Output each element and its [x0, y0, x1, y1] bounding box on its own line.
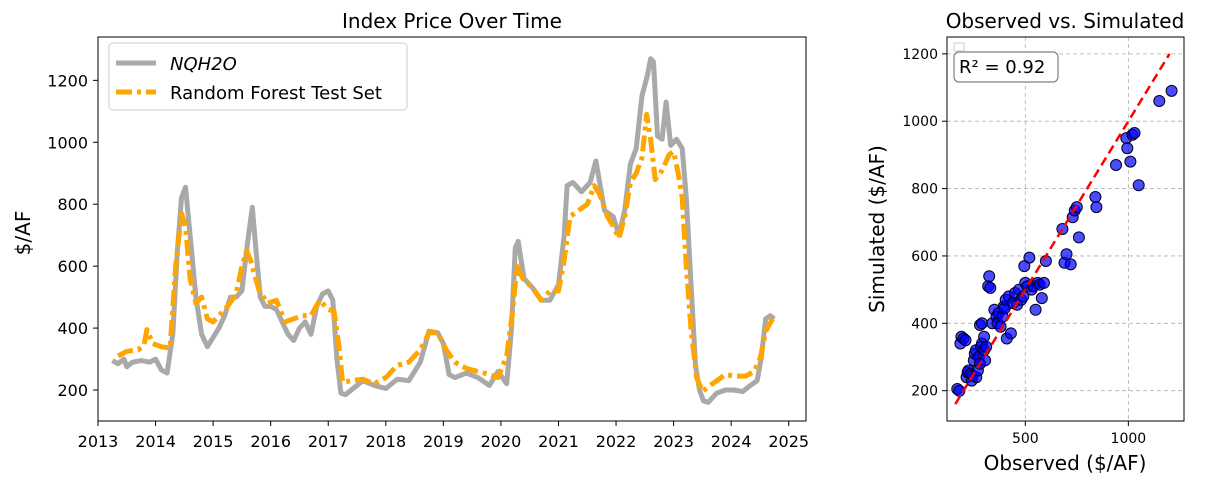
x-tick-label: 2022 — [596, 432, 637, 451]
empty-legend-marker — [953, 42, 965, 52]
series-line-nqh2o — [111, 56, 776, 405]
y-tick-label: 200 — [911, 384, 938, 400]
left-chart-ylabel: $/AF — [11, 211, 35, 256]
x-tick-label: 2013 — [78, 432, 119, 451]
r2-annotation-text: R² = 0.92 — [959, 57, 1045, 78]
y-tick-label: 1200 — [47, 71, 88, 90]
reference-line — [954, 53, 1171, 405]
scatter-point — [1090, 201, 1103, 214]
scatter-point — [1064, 258, 1077, 271]
x-tick-label: 2015 — [193, 432, 234, 451]
x-tick-label: 1000 — [1111, 431, 1147, 447]
right-chart-xlabel: Observed ($/AF) — [984, 451, 1147, 475]
left-plot-area: 2013 2014 2015 2016 2017 2018 2019 2020 2021 2022… — [47, 56, 809, 451]
scatter-point — [1153, 95, 1166, 107]
r2-annotation: R² = 0.92 — [953, 51, 1059, 83]
x-tick-label: 2024 — [711, 432, 752, 451]
y-tick-label: 800 — [57, 195, 88, 214]
x-tick-label: 500 — [1012, 431, 1039, 447]
x-tick-label: 2014 — [135, 432, 176, 451]
scatter-point — [1056, 223, 1069, 235]
scatter-point — [976, 317, 988, 330]
scatter-point — [1128, 127, 1141, 139]
scatter-point — [1060, 248, 1073, 261]
x-tick-label: 2021 — [538, 432, 579, 451]
y-tick-label: 1000 — [47, 133, 88, 152]
series-line-random-forest — [116, 111, 775, 395]
x-tick-label: 2019 — [423, 432, 464, 451]
right-plot-frame — [946, 36, 1185, 422]
scatter-point — [978, 330, 991, 343]
scatter-point — [1037, 276, 1050, 289]
scatter-point — [984, 281, 997, 294]
scatter-point — [983, 270, 996, 283]
scatter-point — [1035, 292, 1048, 305]
scatter-point — [1121, 142, 1134, 155]
scatter-point — [1072, 231, 1085, 244]
scatter-point — [1023, 251, 1036, 264]
scatter-point — [1165, 84, 1178, 97]
r2-annotation-box — [953, 51, 1059, 83]
scatter-chart: Observed vs. Simulated Observed ($/AF) S… — [865, 9, 1185, 475]
legend: NQH2O Random Forest Test Set — [108, 42, 408, 111]
time-series-chart: Index Price Over Time $/AF 2013 2014 2015 2… — [11, 9, 809, 451]
legend-box — [108, 42, 408, 111]
scatter-point — [959, 334, 972, 347]
scatter-point — [1132, 179, 1145, 192]
legend-label-rf: Random Forest Test Set — [170, 83, 382, 104]
scatter-point — [1124, 155, 1137, 168]
y-tick-label: 400 — [911, 316, 938, 332]
x-tick-label: 2016 — [250, 432, 291, 451]
right-chart-title: Observed vs. Simulated — [946, 9, 1185, 33]
x-tick-label: 2023 — [653, 432, 694, 451]
left-plot-frame — [97, 36, 807, 422]
x-tick-label: 2025 — [768, 432, 809, 451]
y-tick-label: 400 — [57, 319, 88, 338]
y-tick-label: 200 — [57, 381, 88, 400]
y-tick-label: 600 — [57, 257, 88, 276]
scatter-point — [1029, 303, 1042, 316]
x-tick-label: 2017 — [308, 432, 349, 451]
scatter-point — [980, 340, 993, 353]
right-chart-ylabel: Simulated ($/AF) — [865, 145, 889, 313]
y-tick-label: 800 — [911, 182, 938, 198]
y-tick-label: 1200 — [902, 47, 938, 63]
right-plot-area: 500 1000 200 400 600 800 1000 1200 — [902, 37, 1184, 447]
y-tick-label: 1000 — [902, 114, 938, 130]
scatter-point — [1004, 327, 1017, 340]
scatter-point — [1110, 159, 1122, 171]
y-tick-label: 600 — [911, 249, 938, 265]
left-chart-title: Index Price Over Time — [342, 9, 562, 33]
scatter-point — [1089, 191, 1102, 203]
x-tick-label: 2018 — [365, 432, 406, 451]
legend-label-nqh2o: NQH2O — [170, 54, 237, 75]
x-tick-label: 2020 — [481, 432, 522, 451]
